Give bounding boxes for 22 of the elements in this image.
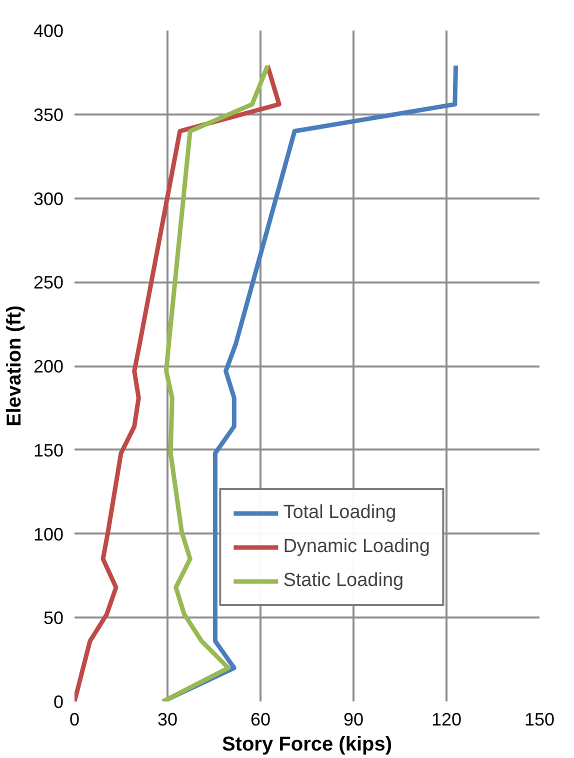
- y-tick-label: 200: [33, 356, 64, 376]
- y-tick-label: 400: [33, 21, 64, 41]
- y-tick-label: 150: [33, 440, 64, 460]
- line-series: [160, 63, 270, 702]
- y-tick-label: 300: [33, 188, 64, 209]
- legend-label: Dynamic Loading: [283, 536, 430, 558]
- y-tick-label: 250: [33, 272, 64, 293]
- y-tick-label: 100: [33, 524, 64, 544]
- x-tick-label: 150: [524, 710, 555, 730]
- x-tick-label: 90: [343, 710, 364, 730]
- x-tick-label: 30: [157, 710, 178, 730]
- x-tick-label: 120: [431, 710, 462, 730]
- y-tick-label: 0: [53, 692, 64, 712]
- line-series: [74, 63, 282, 702]
- x-tick-label: 0: [69, 710, 80, 730]
- legend-label: Total Loading: [283, 502, 396, 524]
- y-tick-label: 50: [43, 608, 64, 628]
- x-axis-title: Story Force (kips): [222, 734, 392, 756]
- y-tick-label: 350: [33, 104, 64, 125]
- legend-label: Static Loading: [283, 570, 404, 592]
- x-tick-label: 60: [250, 710, 271, 730]
- y-axis-title: Elevation (ft): [3, 305, 26, 427]
